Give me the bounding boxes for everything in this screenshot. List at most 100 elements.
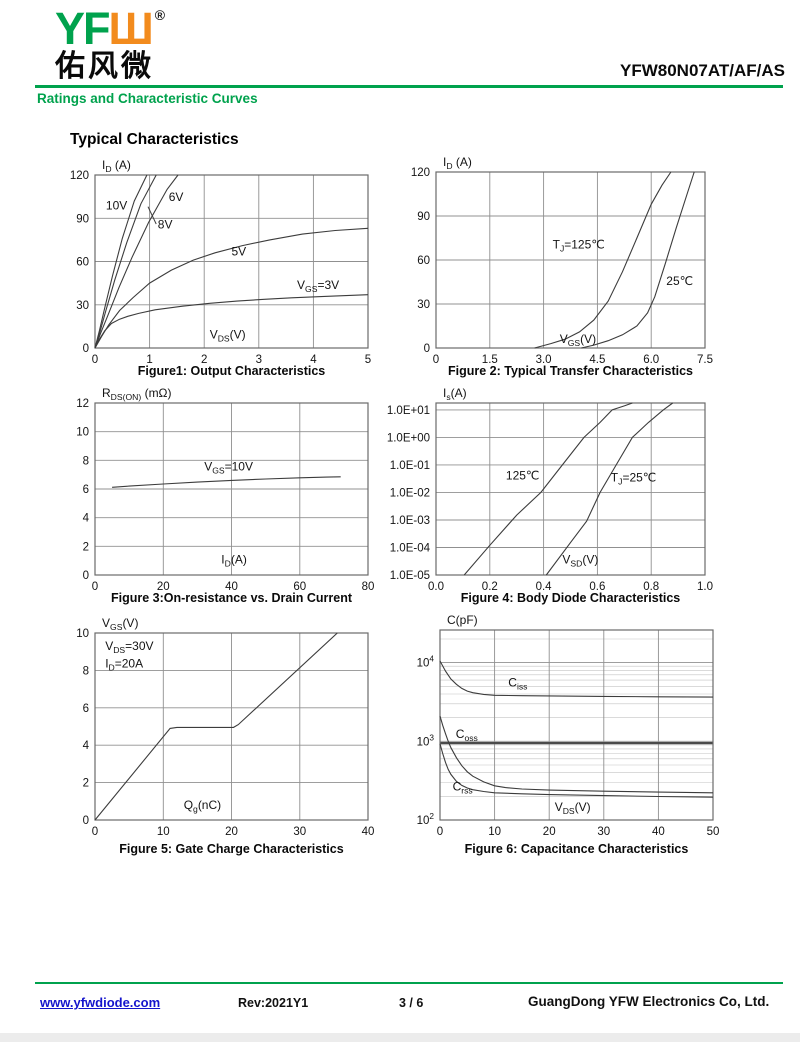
x-tick-label: 0 xyxy=(92,826,98,838)
y-tick-label: 10 xyxy=(76,427,89,439)
y-tick-label: 12 xyxy=(76,398,89,410)
plot-border xyxy=(439,629,714,821)
x-tick-label: 30 xyxy=(293,826,306,838)
x-axis-unit-label: VSD(V) xyxy=(562,553,598,569)
label-25c: 25℃ xyxy=(666,274,693,288)
y-axis-label: VGS(V) xyxy=(102,616,138,632)
label-8v: 8V xyxy=(158,217,173,231)
curve-VGS=6V xyxy=(94,174,179,349)
label-5v: 5V xyxy=(232,245,247,259)
y-tick-label: 1.0E+00 xyxy=(387,432,430,444)
x-tick-label: 0 xyxy=(437,826,443,838)
curve-VGS=8V xyxy=(94,174,157,349)
label-6v: 6V xyxy=(169,190,184,204)
x-tick-label: 0 xyxy=(433,354,439,366)
x-axis-unit-label: VDS(V) xyxy=(555,800,591,816)
x-tick-label: 10 xyxy=(157,826,170,838)
label-tj-125c: TJ=125℃ xyxy=(553,237,605,253)
figure5-gate-charge-chart: 0 10 20 30 40 0 2 4 6 8 10 VGS(V) VDS=30V ID=20A Qg(nC… xyxy=(76,616,374,838)
revision-label: Rev:2021Y1 xyxy=(238,996,309,1010)
x-tick-label: 0 xyxy=(92,354,98,366)
x-tick-label: 1.5 xyxy=(482,354,498,366)
label-vgs-10v: VGS=10V xyxy=(204,459,253,475)
page-heading: Typical Characteristics xyxy=(70,131,239,148)
curve-VGS=10V xyxy=(112,476,341,488)
y-tick-label: 4 xyxy=(83,513,90,525)
y-tick-label: 60 xyxy=(76,257,89,269)
label-tj-25c: TJ=25℃ xyxy=(611,471,656,487)
label-vgs-3v: VGS=3V xyxy=(297,278,339,294)
website-link[interactable]: www.yfwdiode.com xyxy=(40,995,161,1010)
y-tick-label: 30 xyxy=(417,299,430,311)
plot-border xyxy=(435,402,706,576)
plot-border xyxy=(94,174,369,349)
label-crss: Crss xyxy=(453,779,473,795)
curve-125℃ xyxy=(463,402,633,576)
y-tick-label: 104 xyxy=(417,654,435,670)
label-id-20a: ID=20A xyxy=(105,657,143,673)
curve-VGS=5V xyxy=(94,227,369,349)
label-vds-30v: VDS=30V xyxy=(105,639,153,655)
yfw-logo: YFШ ® 佑风微 xyxy=(55,3,166,83)
y-axis-label: ID (A) xyxy=(443,155,472,171)
y-tick-label: 102 xyxy=(417,811,435,827)
y-axis-label: ID (A) xyxy=(102,158,131,174)
logo-text-yf: YF xyxy=(55,3,110,54)
x-tick-label: 4.5 xyxy=(589,354,605,366)
x-tick-label: 0.8 xyxy=(643,581,659,593)
page-bottom-edge xyxy=(0,1033,800,1042)
logo-chinese-name: 佑风微 xyxy=(55,50,154,83)
section-title: Ratings and Characteristic Curves xyxy=(37,91,258,106)
y-tick-label: 1.0E-02 xyxy=(390,487,430,499)
x-tick-label: 30 xyxy=(597,826,610,838)
figure3-on-resistance-chart: 0 20 40 60 80 0 2 4 6 8 10 12 RDS(ON) (mΩ) VGS=10V ID(… xyxy=(76,386,374,593)
x-tick-label: 6.0 xyxy=(643,354,659,366)
curve-Ciss xyxy=(439,660,714,698)
y-tick-label: 90 xyxy=(417,211,430,223)
x-tick-label: 50 xyxy=(707,826,720,838)
x-tick-label: 40 xyxy=(225,581,238,593)
curve-TJ=125℃ xyxy=(534,171,672,349)
y-tick-label: 4 xyxy=(83,740,90,752)
part-number: YFW80N07AT/AF/AS xyxy=(620,61,785,80)
curve-gate-charge xyxy=(94,632,338,821)
y-tick-label: 6 xyxy=(83,703,89,715)
x-tick-label: 0.4 xyxy=(536,581,553,593)
plot-border xyxy=(94,632,369,821)
y-tick-label: 90 xyxy=(76,213,89,225)
y-axis-label: RDS(ON) (mΩ) xyxy=(102,386,172,402)
y-tick-label: 120 xyxy=(411,167,430,179)
figure2-transfer-characteristics-chart: 0 1.5 3.0 4.5 6.0 7.5 0 30 60 90 120 ID (A) TJ=125℃ 2… xyxy=(411,155,713,366)
y-tick-label: 8 xyxy=(83,665,89,677)
header-rule xyxy=(35,85,783,88)
y-tick-label: 1.0E-04 xyxy=(390,543,431,555)
x-axis-unit-label: VDS(V) xyxy=(210,328,246,344)
figure6-capacitance-chart: 0 10 20 30 40 50 104 103 102 C(pF) Ciss Coss Crss VDS… xyxy=(417,613,720,838)
y-tick-label: 0 xyxy=(83,343,89,355)
y-tick-label: 120 xyxy=(70,170,89,182)
x-tick-label: 7.5 xyxy=(697,354,713,366)
y-tick-label: 10 xyxy=(76,628,89,640)
registered-trademark-icon: ® xyxy=(154,7,166,23)
y-tick-label: 0 xyxy=(83,815,89,827)
x-tick-label: 0.0 xyxy=(428,581,444,593)
y-tick-label: 1.0E-05 xyxy=(390,570,430,582)
label-coss: Coss xyxy=(456,727,478,743)
y-tick-label: 0 xyxy=(424,343,430,355)
figure1-caption: Figure1: Output Characteristics xyxy=(137,364,326,378)
x-tick-label: 0.2 xyxy=(482,581,498,593)
x-tick-label: 60 xyxy=(293,581,306,593)
x-axis-unit-label: VGS(V) xyxy=(560,332,596,348)
y-tick-label: 0 xyxy=(83,570,89,582)
x-tick-label: 0 xyxy=(92,581,98,593)
curve-TJ=25℃ xyxy=(581,171,695,349)
x-axis-unit-label: Qg(nC) xyxy=(184,798,221,814)
y-tick-label: 1.0E-03 xyxy=(390,515,430,527)
curve-Crss xyxy=(439,743,714,798)
figure4-caption: Figure 4: Body Diode Characteristics xyxy=(460,591,681,605)
figure2-caption: Figure 2: Typical Transfer Characteristi… xyxy=(447,364,693,378)
y-tick-label: 1.0E-01 xyxy=(390,460,430,472)
x-tick-label: 3.0 xyxy=(536,354,552,366)
x-tick-label: 20 xyxy=(543,826,556,838)
